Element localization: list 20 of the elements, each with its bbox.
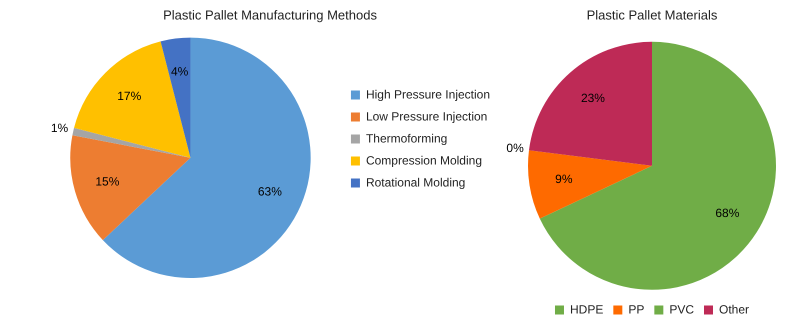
legend-label: PVC (669, 302, 694, 316)
data-label: 9% (555, 172, 573, 186)
legend-label: Other (719, 302, 750, 316)
legend-label: Rotational Molding (366, 175, 466, 190)
legend-label: Low Pressure Injection (366, 109, 488, 124)
data-label: 23% (580, 91, 606, 106)
data-label: 17% (117, 88, 142, 103)
legend-label: HDPE (570, 302, 604, 316)
legend-label: Thermoforming (366, 131, 448, 146)
data-label: 63% (258, 184, 282, 198)
data-label: 15% (95, 174, 120, 188)
chart-title: Plastic Pallet Materials (586, 7, 718, 22)
legend-label: Compression Molding (366, 153, 482, 168)
legend-label: PP (628, 302, 644, 316)
data-label: 4% (170, 64, 189, 78)
text: 0% (506, 140, 524, 155)
data-label: 68% (715, 206, 740, 220)
chart-title: Plastic Pallet Manufacturing Methods (163, 7, 378, 22)
data-label: 1% (50, 120, 69, 135)
legend-label: High Pressure Injection (366, 87, 490, 102)
